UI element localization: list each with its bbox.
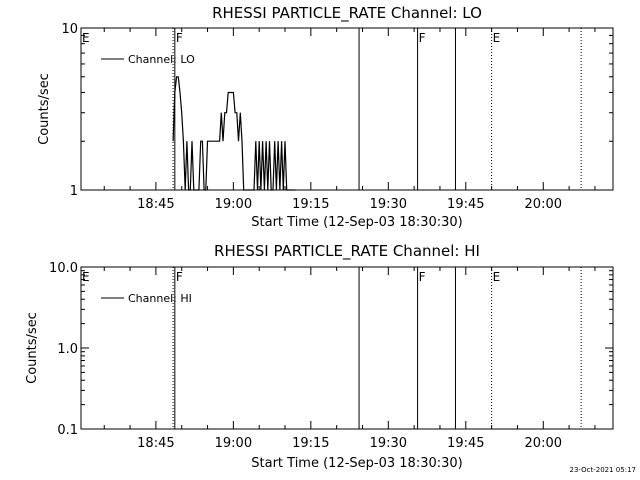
event-marker-label: E bbox=[82, 270, 90, 284]
event-marker-label: F bbox=[419, 31, 426, 45]
event-marker-label: E bbox=[82, 31, 90, 45]
x-axis-label: Start Time (12-Sep-03 18:30:30) bbox=[251, 456, 462, 471]
x-tick-label: 19:00 bbox=[215, 197, 252, 212]
x-tick-label: 19:15 bbox=[292, 436, 329, 451]
series-line-channel-lo bbox=[172, 76, 296, 191]
event-marker-label: E bbox=[493, 31, 501, 45]
x-tick-label: 18:45 bbox=[137, 197, 174, 212]
y-tick-label: 1.0 bbox=[57, 342, 78, 357]
chart-panel-1 bbox=[80, 27, 614, 191]
chart-title: RHESSI PARTICLE_RATE Channel: HI bbox=[214, 242, 480, 261]
x-axis-label: Start Time (12-Sep-03 18:30:30) bbox=[251, 215, 462, 230]
plot-frame bbox=[80, 27, 614, 191]
x-tick-label: 19:45 bbox=[447, 436, 484, 451]
y-tick-label: 1 bbox=[70, 184, 78, 199]
x-tick-label: 19:00 bbox=[215, 436, 252, 451]
event-marker-label: E bbox=[493, 270, 501, 284]
event-marker-label: F bbox=[176, 31, 183, 45]
x-tick-label: 19:45 bbox=[447, 197, 484, 212]
legend-label: Channel: LO bbox=[128, 53, 195, 66]
x-tick-label: 20:00 bbox=[525, 197, 562, 212]
x-tick-label: 19:15 bbox=[292, 197, 329, 212]
plot-timestamp: 23-Oct-2021 05:17 bbox=[569, 466, 636, 474]
event-marker-label: F bbox=[176, 270, 183, 284]
y-tick-label: 10 bbox=[61, 22, 78, 37]
x-tick-label: 19:30 bbox=[370, 197, 407, 212]
event-marker-label: F bbox=[419, 270, 426, 284]
y-tick-label: 10.0 bbox=[49, 261, 78, 276]
y-axis-label: Counts/sec bbox=[37, 73, 52, 145]
x-tick-label: 18:45 bbox=[137, 436, 174, 451]
legend-label: Channel: HI bbox=[128, 292, 192, 305]
x-tick-label: 20:00 bbox=[525, 436, 562, 451]
y-axis-label: Counts/sec bbox=[25, 312, 40, 384]
y-tick-label: 0.1 bbox=[57, 423, 78, 438]
chart-panel-2 bbox=[80, 266, 614, 430]
chart-title: RHESSI PARTICLE_RATE Channel: LO bbox=[212, 4, 482, 23]
x-tick-label: 19:30 bbox=[370, 436, 407, 451]
